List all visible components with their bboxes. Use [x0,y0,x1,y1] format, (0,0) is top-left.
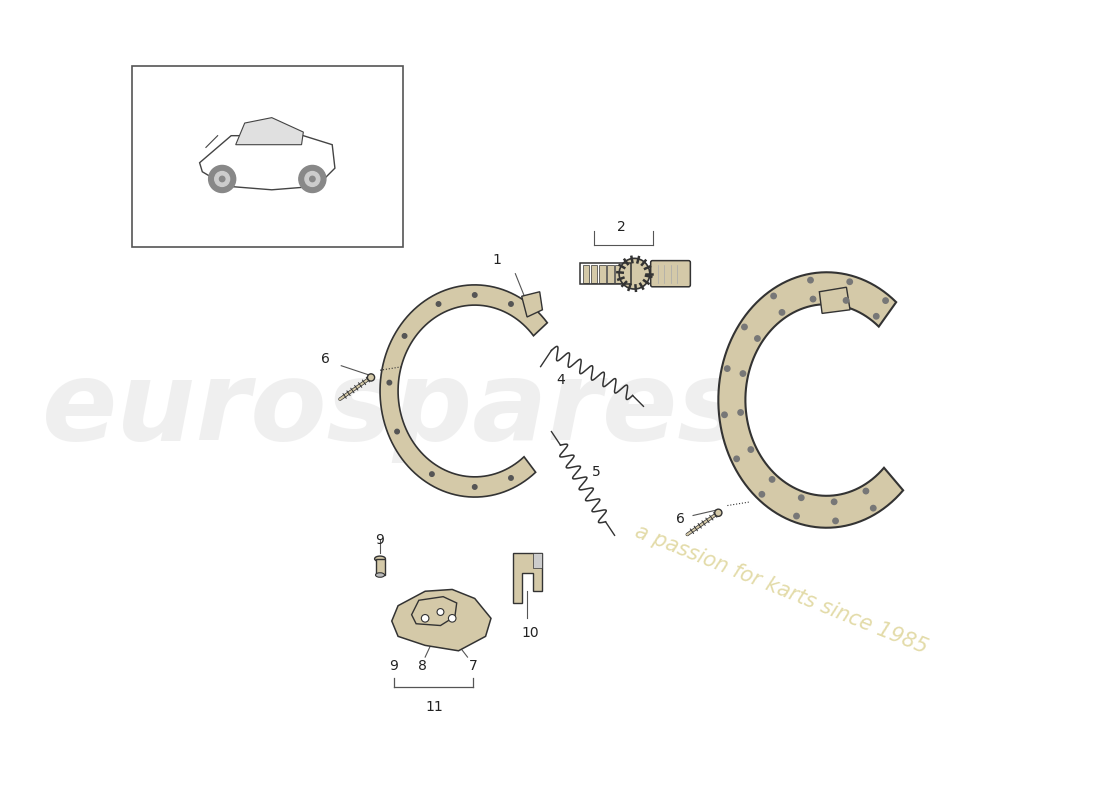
Text: eurospares: eurospares [42,355,745,462]
Circle shape [779,310,784,315]
Text: 6: 6 [321,353,330,366]
Circle shape [430,472,434,476]
Ellipse shape [375,556,385,562]
Bar [581,263,630,284]
Circle shape [738,410,744,415]
Circle shape [807,278,813,283]
Circle shape [310,176,315,182]
Circle shape [864,488,869,494]
Circle shape [870,506,876,511]
Circle shape [771,294,777,298]
Text: 2: 2 [616,220,625,234]
Ellipse shape [375,573,385,578]
Circle shape [883,298,889,303]
Circle shape [832,499,837,505]
Circle shape [734,456,739,462]
Polygon shape [718,272,903,528]
Circle shape [740,371,746,376]
Polygon shape [199,136,334,190]
Circle shape [844,298,849,303]
Circle shape [755,336,760,342]
Circle shape [619,258,650,289]
Circle shape [847,279,852,285]
Circle shape [799,495,804,501]
Circle shape [759,492,764,497]
Circle shape [811,296,816,302]
Bar [583,265,590,282]
Circle shape [794,514,800,518]
Text: 11: 11 [426,700,443,714]
Polygon shape [521,292,542,317]
Text: 6: 6 [676,512,685,526]
Text: 9: 9 [389,659,398,673]
Circle shape [722,412,727,418]
Circle shape [741,324,747,330]
Circle shape [305,171,320,186]
Polygon shape [235,118,304,145]
Text: 10: 10 [521,626,539,640]
Polygon shape [513,554,542,603]
Polygon shape [379,285,548,497]
Bar [600,265,606,282]
Circle shape [367,374,375,381]
Circle shape [395,430,399,434]
Text: 9: 9 [375,533,385,547]
Bar [607,265,614,282]
Circle shape [449,614,456,622]
Circle shape [473,485,477,490]
Text: a passion for karts since 1985: a passion for karts since 1985 [632,522,931,658]
Circle shape [715,509,722,516]
Circle shape [299,166,326,193]
Bar [624,265,630,282]
Text: 5: 5 [592,465,601,479]
Circle shape [421,614,429,622]
Circle shape [508,476,514,480]
Circle shape [387,380,392,385]
Text: 7: 7 [469,659,477,673]
Polygon shape [534,554,542,568]
Circle shape [214,171,230,186]
Circle shape [473,293,477,298]
Circle shape [873,314,879,319]
Text: 8: 8 [418,659,427,673]
Text: 1: 1 [493,253,502,267]
Polygon shape [411,597,456,626]
Polygon shape [820,287,850,314]
Text: 4: 4 [557,373,564,387]
Bar [616,265,622,282]
Polygon shape [392,590,491,650]
Circle shape [833,518,838,523]
Circle shape [209,166,235,193]
Circle shape [769,477,774,482]
Circle shape [508,302,514,306]
Bar [375,558,385,575]
Circle shape [437,302,441,306]
FancyBboxPatch shape [651,261,691,286]
Circle shape [748,447,754,452]
Circle shape [437,609,444,615]
Circle shape [403,334,407,338]
Circle shape [725,366,730,371]
Circle shape [219,176,224,182]
Bar [132,66,403,246]
Bar [591,265,597,282]
